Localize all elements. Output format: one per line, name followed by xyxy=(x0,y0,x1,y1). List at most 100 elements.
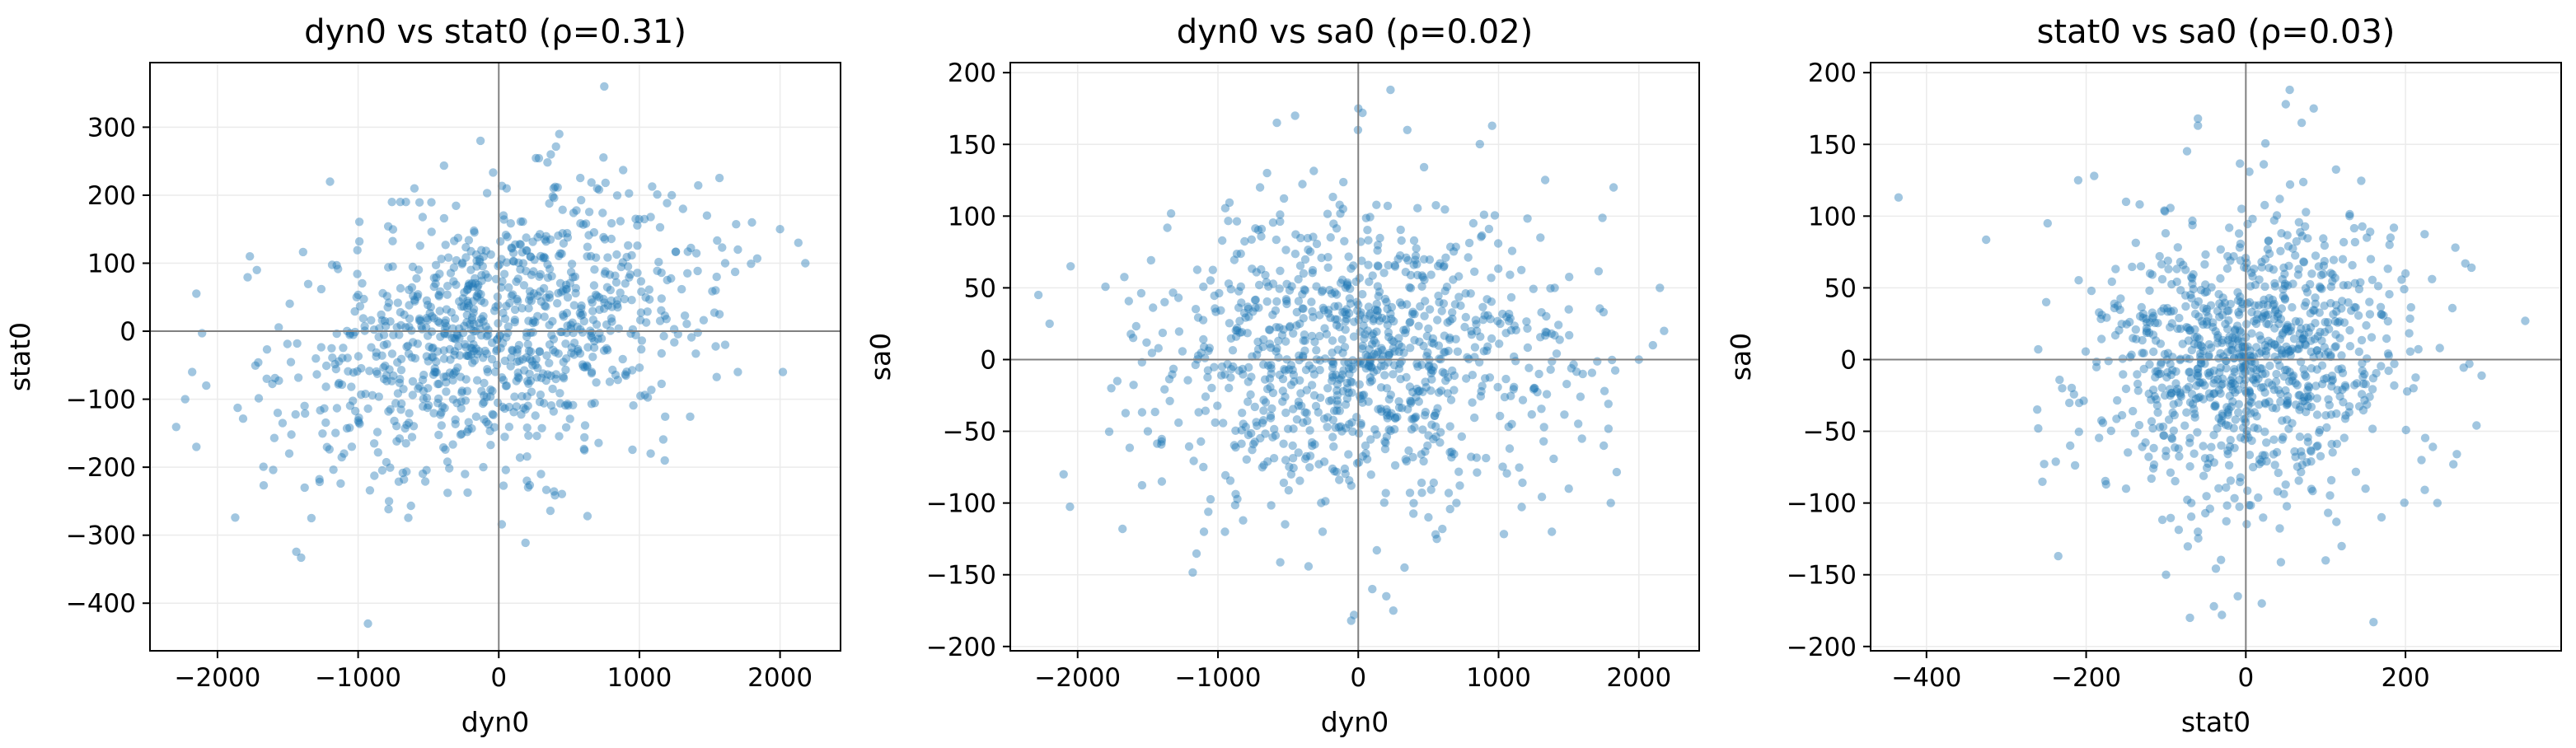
scatter-point xyxy=(702,211,712,220)
scatter-point xyxy=(522,328,532,337)
scatter-point xyxy=(432,367,441,377)
scatter-point xyxy=(2227,379,2236,389)
scatter-point xyxy=(1381,438,1390,447)
scatter-point xyxy=(1289,370,1299,380)
scatter-point xyxy=(1401,329,1410,338)
scatter-point xyxy=(363,619,372,629)
scatter-point xyxy=(2302,407,2311,417)
scatter-point xyxy=(2202,317,2212,326)
scatter-point xyxy=(2226,376,2236,385)
scatter-point xyxy=(1539,423,1548,432)
scatter-point xyxy=(1121,409,1131,418)
scatter-point xyxy=(2230,493,2239,503)
scatter-point xyxy=(1417,282,1426,291)
scatter-point xyxy=(555,278,565,288)
scatter-point xyxy=(2172,264,2181,273)
scatter-point xyxy=(543,370,552,379)
scatter-point xyxy=(2201,508,2210,518)
scatter-point xyxy=(408,376,418,386)
scatter-point xyxy=(1328,336,1337,345)
scatter-point xyxy=(171,423,180,432)
scatter-point xyxy=(2288,372,2297,381)
scatter-point xyxy=(2152,367,2162,376)
scatter-point xyxy=(2227,402,2236,411)
scatter-point xyxy=(2285,347,2294,357)
scatter-point xyxy=(1366,435,1375,444)
scatter-point xyxy=(1361,364,1371,373)
scatter-point xyxy=(1348,427,1357,437)
scatter-point xyxy=(491,302,500,311)
scatter-point xyxy=(613,302,622,312)
y-tick-label: 100 xyxy=(87,250,136,279)
scatter-point xyxy=(2221,420,2231,429)
scatter-point xyxy=(427,227,436,236)
scatter-point xyxy=(382,371,391,380)
scatter-point xyxy=(2188,279,2197,288)
scatter-point xyxy=(456,372,466,381)
scatter-point xyxy=(479,462,488,472)
scatter-point xyxy=(2194,534,2203,543)
scatter-point xyxy=(2343,281,2353,290)
scatter-point xyxy=(446,355,455,364)
scatter-point xyxy=(2246,351,2255,361)
scatter-point xyxy=(710,308,719,317)
scatter-point xyxy=(2190,409,2199,418)
scatter-point xyxy=(1510,382,1519,391)
scatter-point xyxy=(540,312,549,321)
scatter-point xyxy=(1501,329,1510,338)
scatter-point xyxy=(2034,423,2043,433)
scatter-point xyxy=(415,198,424,207)
scatter-point xyxy=(569,328,578,338)
scatter-point xyxy=(2122,320,2131,329)
scatter-point xyxy=(2231,415,2240,424)
scatter-point xyxy=(2157,274,2167,284)
scatter-point xyxy=(2331,165,2340,174)
scatter-point xyxy=(2200,381,2209,390)
scatter-point xyxy=(2363,233,2372,242)
scatter-point xyxy=(2311,381,2321,390)
scatter-point xyxy=(2200,259,2209,269)
scatter-point xyxy=(469,297,478,306)
scatter-point xyxy=(394,477,404,486)
scatter-point xyxy=(293,339,302,348)
scatter-point xyxy=(2250,316,2259,326)
scatter-point xyxy=(752,254,762,263)
scatter-point xyxy=(2257,599,2266,608)
scatter-point xyxy=(1369,316,1378,325)
scatter-point xyxy=(1299,336,1308,345)
scatter-point xyxy=(1286,470,1296,479)
scatter-point xyxy=(1390,262,1400,271)
scatter-point xyxy=(1468,218,1478,228)
scatter-point xyxy=(2276,246,2285,255)
scatter-point xyxy=(1107,384,1116,393)
scatter-point xyxy=(2223,348,2232,357)
scatter-point xyxy=(2136,262,2146,271)
scatter-point xyxy=(611,370,621,380)
scatter-point xyxy=(2150,391,2159,401)
scatter-point xyxy=(2203,320,2212,330)
scatter-point xyxy=(1120,273,1129,282)
scatter-point xyxy=(1386,85,1395,95)
scatter-point xyxy=(536,230,545,239)
scatter-point xyxy=(624,241,633,250)
scatter-point xyxy=(1496,319,1505,329)
scatter-point xyxy=(1564,484,1573,493)
scatter-point xyxy=(551,374,560,384)
scatter-point xyxy=(407,283,417,292)
scatter-point xyxy=(2251,372,2260,381)
scatter-point xyxy=(321,418,330,428)
scatter-point xyxy=(1445,335,1454,344)
scatter-point xyxy=(2144,389,2153,399)
scatter-point xyxy=(570,272,580,282)
scatter-point xyxy=(1295,476,1304,485)
scatter-point xyxy=(1250,402,1260,412)
scatter-point xyxy=(2255,364,2265,373)
scatter-point xyxy=(1272,344,1281,353)
scatter-point xyxy=(373,448,382,457)
scatter-point xyxy=(657,268,666,278)
scatter-point xyxy=(578,362,588,372)
scatter-point xyxy=(2269,385,2279,395)
scatter-point xyxy=(1307,297,1316,306)
scatter-point xyxy=(2264,320,2274,329)
scatter-point xyxy=(2209,366,2218,376)
